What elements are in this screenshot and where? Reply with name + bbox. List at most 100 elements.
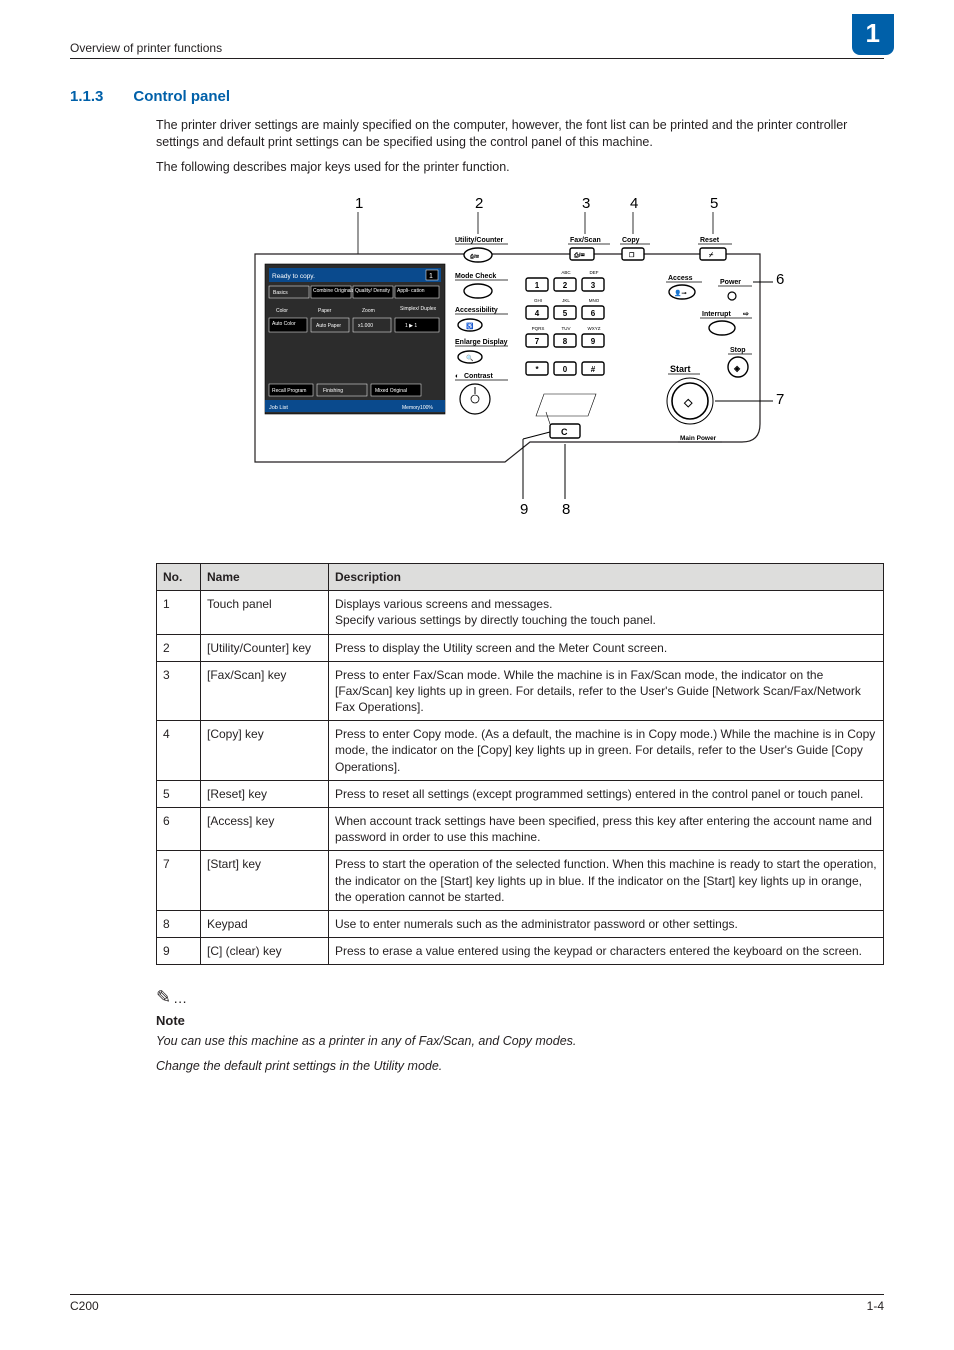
table-row: 8KeypadUse to enter numerals such as the…	[157, 910, 884, 937]
section-para-1: The printer driver settings are mainly s…	[156, 117, 884, 151]
note-label: Note	[156, 1012, 884, 1030]
svg-text:Accessibility: Accessibility	[455, 307, 498, 314]
touch-btn-mixed[interactable]: Mixed Original	[375, 388, 407, 394]
section-para-2: The following describes major keys used …	[156, 159, 884, 176]
footer-left: C200	[70, 1298, 99, 1314]
svg-text:👤⊸: 👤⊸	[674, 289, 687, 297]
callout-3: 3	[582, 195, 590, 212]
table-row: 2[Utility/Counter] keyPress to display t…	[157, 634, 884, 661]
svg-text:♿: ♿	[466, 322, 474, 330]
section-heading: 1.1.3 Control panel	[70, 87, 884, 107]
table-row: 3[Fax/Scan] keyPress to enter Fax/Scan m…	[157, 661, 884, 721]
svg-text:Stop: Stop	[730, 347, 746, 354]
th-desc: Description	[329, 563, 884, 590]
mode-check-key[interactable]	[464, 284, 492, 298]
svg-text:Contrast: Contrast	[464, 373, 493, 380]
table-row: 4[Copy] keyPress to enter Copy mode. (As…	[157, 721, 884, 781]
key-5[interactable]: 5	[563, 309, 568, 318]
svg-text:Copy: Copy	[622, 237, 640, 244]
svg-text:Ready to copy.: Ready to copy.	[272, 273, 315, 280]
svg-text:◇: ◇	[683, 397, 693, 409]
power-led	[728, 292, 736, 300]
touch-tab-basics[interactable]: Basics	[273, 290, 288, 296]
key-8[interactable]: 8	[563, 337, 568, 346]
svg-text:C: C	[561, 427, 568, 437]
svg-text:Main Power: Main Power	[680, 435, 717, 442]
svg-text:Start: Start	[670, 364, 691, 374]
callout-8: 8	[562, 501, 570, 518]
svg-text:⎙/✉: ⎙/✉	[573, 252, 585, 259]
touch-btn-duplex[interactable]: 1 ▶ 1	[405, 323, 417, 329]
header-left: Overview of printer functions	[70, 40, 222, 56]
svg-text:MNO: MNO	[589, 298, 600, 303]
key-hash[interactable]: #	[591, 365, 596, 374]
svg-text:JKL: JKL	[562, 298, 570, 303]
key-3[interactable]: 3	[591, 281, 596, 290]
svg-text:Utility/Counter: Utility/Counter	[455, 237, 503, 244]
table-row: 9[C] (clear) keyPress to erase a value e…	[157, 938, 884, 965]
touch-btn-finishing[interactable]: Finishing	[323, 388, 343, 394]
svg-text:Power: Power	[720, 279, 741, 286]
footer-right: 1-4	[867, 1298, 884, 1314]
svg-text:🔍: 🔍	[466, 354, 474, 362]
key-9[interactable]: 9	[591, 337, 596, 346]
callout-7: 7	[776, 391, 784, 408]
svg-text:Paper: Paper	[318, 308, 332, 314]
svg-text:WXYZ: WXYZ	[588, 326, 601, 331]
key-2[interactable]: 2	[563, 281, 568, 290]
svg-text:GHI: GHI	[534, 298, 542, 303]
th-name: Name	[201, 563, 329, 590]
touch-btn-paper[interactable]: Auto Paper	[316, 323, 341, 329]
callout-1: 1	[355, 195, 363, 212]
svg-text:◈: ◈	[733, 364, 741, 373]
page-footer: C200 1-4	[70, 1294, 884, 1314]
touch-joblist[interactable]: Job List	[269, 405, 288, 411]
section-title: Control panel	[133, 87, 230, 107]
page-header: Overview of printer functions 1	[70, 40, 884, 59]
key-4[interactable]: 4	[535, 309, 540, 318]
svg-text:TUV: TUV	[562, 326, 571, 331]
svg-text:Reset: Reset	[700, 237, 720, 244]
svg-text:Simplex/ Duplex: Simplex/ Duplex	[400, 306, 437, 312]
touch-btn-color[interactable]: Auto Color	[272, 321, 296, 327]
touch-btn-recall[interactable]: Recall Program	[272, 388, 306, 394]
svg-text:PQRS: PQRS	[532, 326, 545, 331]
touch-tab-quality[interactable]: Quality/ Density	[355, 288, 391, 294]
callout-9: 9	[520, 501, 528, 518]
svg-text:⎙/✉: ⎙/✉	[469, 254, 479, 260]
note-line-1: You can use this machine as a printer in…	[156, 1033, 884, 1050]
svg-text:Interrupt: Interrupt	[702, 311, 731, 318]
table-row: 5[Reset] keyPress to reset all settings …	[157, 780, 884, 807]
note-block: ✎… Note You can use this machine as a pr…	[156, 985, 884, 1075]
svg-text:Enlarge Display: Enlarge Display	[455, 339, 508, 346]
table-row: 7[Start] keyPress to start the operation…	[157, 851, 884, 911]
svg-text:1: 1	[429, 273, 433, 280]
touch-tab-combine[interactable]: Combine Originals	[313, 288, 355, 294]
key-description-table: No. Name Description 1Touch panelDisplay…	[156, 563, 884, 965]
interrupt-key[interactable]	[709, 321, 735, 335]
key-7[interactable]: 7	[535, 337, 540, 346]
control-panel-diagram: 1 2 3 4 5 Ready to copy. 1	[156, 194, 884, 529]
callout-6: 6	[776, 271, 784, 288]
svg-text:Zoom: Zoom	[362, 308, 375, 314]
touch-btn-zoom[interactable]: x1.000	[358, 323, 373, 329]
svg-text:⇨: ⇨	[743, 311, 749, 318]
key-0[interactable]: 0	[563, 365, 568, 374]
th-no: No.	[157, 563, 201, 590]
touch-tab-appl[interactable]: Appli- cation	[397, 288, 425, 294]
svg-text:ABC: ABC	[561, 270, 571, 275]
table-row: 6[Access] keyWhen account track settings…	[157, 808, 884, 851]
svg-text:❐: ❐	[629, 252, 635, 259]
svg-text:DEF: DEF	[590, 270, 599, 275]
callout-5: 5	[710, 195, 718, 212]
table-row: 1Touch panelDisplays various screens and…	[157, 591, 884, 634]
svg-text:Memory100%: Memory100%	[402, 405, 433, 411]
key-6[interactable]: 6	[591, 309, 596, 318]
chapter-badge: 1	[852, 14, 894, 55]
svg-text:◐: ◐	[455, 373, 459, 380]
note-line-2: Change the default print settings in the…	[156, 1058, 884, 1075]
svg-text:Fax/Scan: Fax/Scan	[570, 237, 601, 244]
svg-text:Access: Access	[668, 275, 693, 282]
callout-2: 2	[475, 195, 483, 212]
key-1[interactable]: 1	[535, 281, 540, 290]
